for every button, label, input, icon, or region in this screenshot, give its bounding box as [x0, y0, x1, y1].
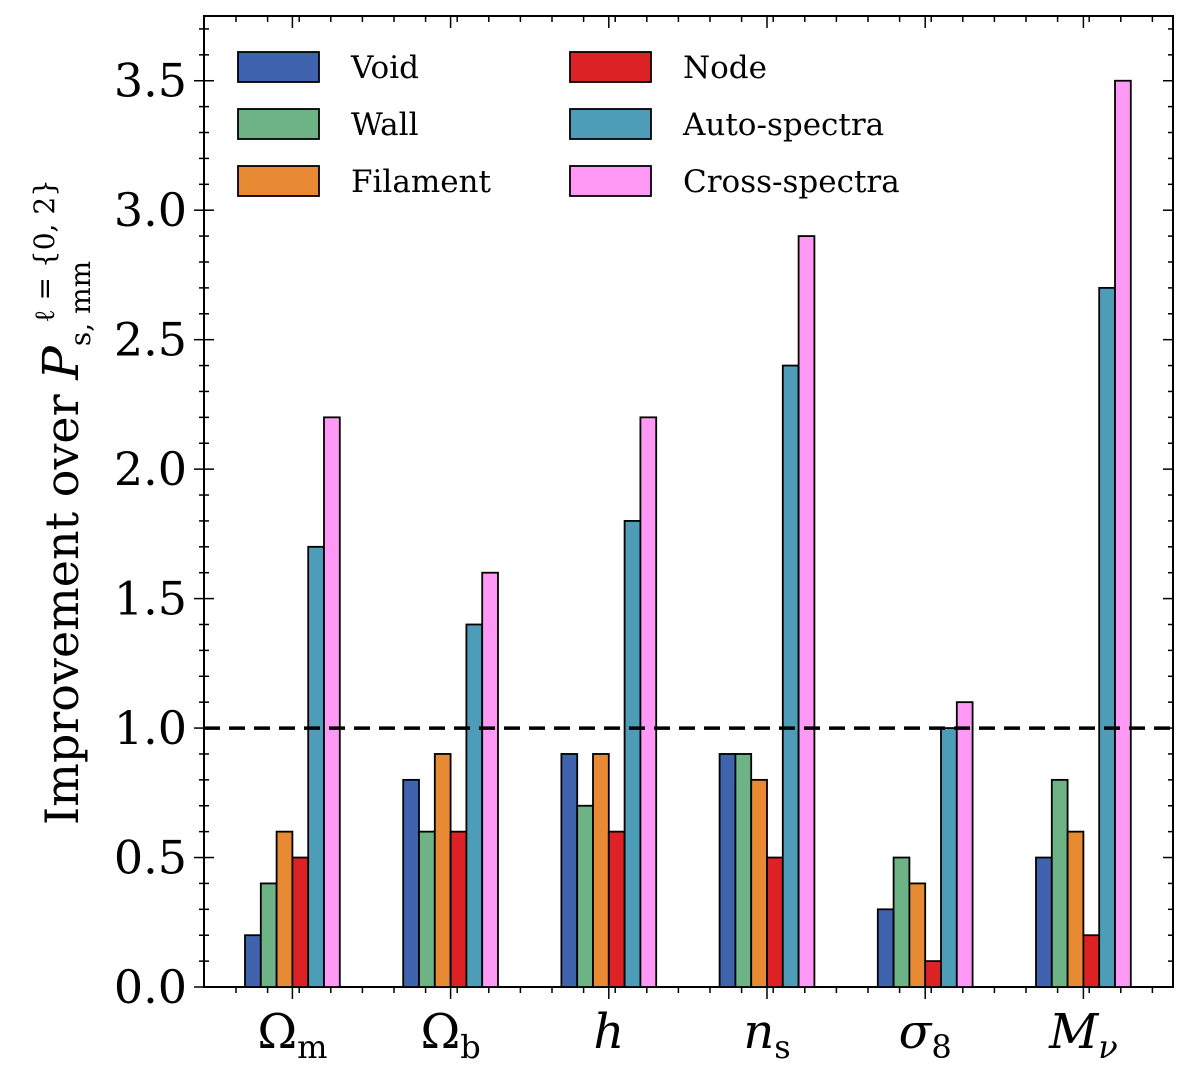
legend-swatch-wall [237, 108, 320, 140]
legend-swatch-void [237, 51, 320, 83]
bar-auto-spectra-2 [623, 520, 642, 988]
x-tick-label: Ωb [420, 1004, 480, 1065]
y-tick-label: 0.5 [114, 831, 187, 885]
x-axis: Ωm Ωb h ns σ8 Mν [235, 16, 1154, 1065]
bar-wall-0 [259, 882, 278, 988]
y-tick-label: 2.0 [114, 442, 187, 496]
x-tick-label: ns [743, 1004, 790, 1065]
legend-label: Node [683, 50, 767, 86]
bar-cross-spectra-1 [481, 571, 499, 988]
legend-swatch-node [569, 51, 652, 83]
y-tick-label: 2.5 [114, 313, 187, 367]
y-tick-label: 3.5 [114, 54, 187, 108]
y-tick-label: 3.0 [114, 183, 187, 237]
x-tick-label: Ωm [257, 1004, 327, 1065]
bar-filament-0 [275, 830, 294, 988]
plot-frame [203, 15, 1174, 988]
bar-wall-3 [734, 753, 753, 988]
bar-filament-2 [592, 753, 610, 988]
bar-node-4 [924, 960, 942, 988]
bar-cross-spectra-3 [797, 235, 816, 988]
y-tick-label: 1.5 [114, 572, 187, 626]
bar-node-2 [607, 830, 626, 988]
legend-swatch-auto-spectra [569, 108, 652, 140]
legend-label: Auto-spectra [682, 107, 884, 143]
bar-auto-spectra-3 [781, 364, 800, 988]
bar-filament-1 [433, 753, 452, 988]
bar-cross-spectra-4 [955, 701, 974, 988]
bar-void-5 [1035, 856, 1053, 988]
bar-auto-spectra-0 [307, 545, 325, 988]
y-axis-label-text: Improvement over Ps, mmℓ = {0, 2} [28, 179, 97, 825]
legend: Void Wall Filament Node Auto-spectra Cross-sp… [237, 50, 900, 200]
bar-void-0 [244, 934, 262, 988]
bar-node-0 [291, 856, 310, 988]
bar-auto-spectra-5 [1098, 286, 1116, 988]
legend-label: Wall [351, 107, 418, 143]
legend-label: Filament [351, 164, 492, 200]
legend-swatch-filament [237, 165, 320, 197]
bar-filament-3 [750, 778, 768, 988]
x-tick-label: Mν [1048, 1004, 1118, 1065]
bar-node-3 [766, 856, 784, 988]
bar-wall-4 [892, 856, 911, 988]
bar-cross-spectra-0 [323, 416, 341, 988]
legend-label: Cross-spectra [683, 164, 900, 200]
bar-auto-spectra-1 [465, 623, 484, 988]
bar-cross-spectra-2 [639, 416, 658, 988]
bar-node-1 [449, 830, 468, 988]
bar-node-5 [1082, 934, 1101, 988]
bar-filament-5 [1066, 830, 1085, 988]
y-tick-label: 1.0 [114, 701, 187, 755]
y-tick-label: 0.0 [114, 960, 187, 1014]
plot-area [203, 15, 1174, 988]
x-tick-label: σ8 [899, 1004, 952, 1065]
bar-wall-2 [576, 804, 594, 988]
bar-void-4 [876, 908, 895, 988]
bar-void-1 [402, 778, 420, 988]
bar-void-2 [560, 753, 579, 988]
bar-cross-spectra-5 [1114, 79, 1132, 988]
bar-void-3 [718, 753, 737, 988]
legend-label: Void [350, 50, 419, 86]
legend-swatch-cross-spectra [569, 165, 652, 197]
bar-auto-spectra-4 [940, 727, 958, 988]
bar-wall-5 [1050, 778, 1069, 988]
x-tick-label: h [593, 1004, 624, 1060]
bar-filament-4 [908, 882, 927, 988]
y-axis: 0.0 0.5 1.0 1.5 2.0 2.5 3.0 3.5 [114, 28, 1173, 1014]
y-axis-label: Improvement over Ps, mmℓ = {0, 2} [28, 179, 97, 825]
bar-wall-1 [418, 830, 436, 988]
